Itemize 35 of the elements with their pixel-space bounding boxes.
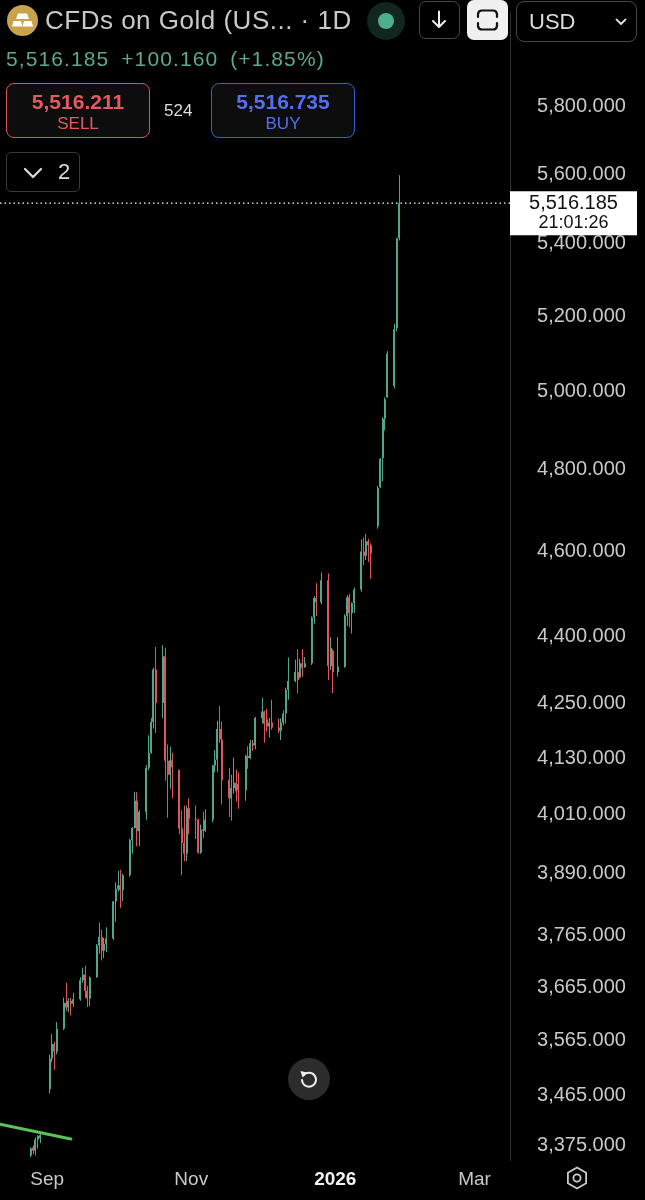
x-tick-label: 2026 <box>314 1167 357 1189</box>
y-tick-label: 4,250.000 <box>537 690 626 713</box>
y-tick-label: 3,890.000 <box>537 860 626 883</box>
y-tick-label: 5,200.000 <box>537 303 626 326</box>
y-tick-label: 3,565.000 <box>537 1028 626 1051</box>
annotation: 2 <box>58 159 71 184</box>
y-tick-label: 4,800.000 <box>537 457 626 480</box>
x-tick-label: Mar <box>458 1167 492 1189</box>
y-tick-label: 5,800.000 <box>537 94 626 117</box>
y-tick-label: 5,400.000 <box>537 231 626 254</box>
y-tick-label: 3,765.000 <box>537 923 626 946</box>
x-tick-label: Sep <box>30 1167 65 1189</box>
annotation: 524 <box>164 101 193 121</box>
y-tick-label: 4,010.000 <box>537 802 626 825</box>
annotation: 5,516.735 <box>235 90 331 114</box>
currency-dropdown: USD <box>516 1 637 42</box>
annotation: SELL <box>56 114 100 134</box>
y-tick-label: 5,600.000 <box>537 161 626 184</box>
x-tick-label: Nov <box>174 1167 209 1189</box>
y-tick-label: 3,465.000 <box>537 1082 626 1105</box>
y-tick-label: 3,665.000 <box>537 975 626 998</box>
sell-button: 5,516.211 SELL <box>6 83 150 138</box>
annotation: 5,516.211 <box>30 90 126 114</box>
y-tick-label: 4,130.000 <box>537 745 626 768</box>
collapse-button: 2 <box>6 152 80 192</box>
y-tick-label: 5,000.000 <box>537 379 626 402</box>
buy-button: 5,516.735 BUY <box>211 83 355 138</box>
ref-line-label: 5,516.185 <box>529 190 618 213</box>
y-tick-label: 4,400.000 <box>537 624 626 647</box>
text: 5,516.185 +100.160 (+1.85%) <box>6 47 325 71</box>
chart-title: CFDs on Gold (US... · 1D <box>45 5 352 35</box>
annotation: BUY <box>264 114 302 134</box>
y-tick-label: 3,375.000 <box>537 1133 626 1156</box>
text: 21:01:26 <box>538 212 609 233</box>
y-tick-label: 4,600.000 <box>537 539 626 562</box>
